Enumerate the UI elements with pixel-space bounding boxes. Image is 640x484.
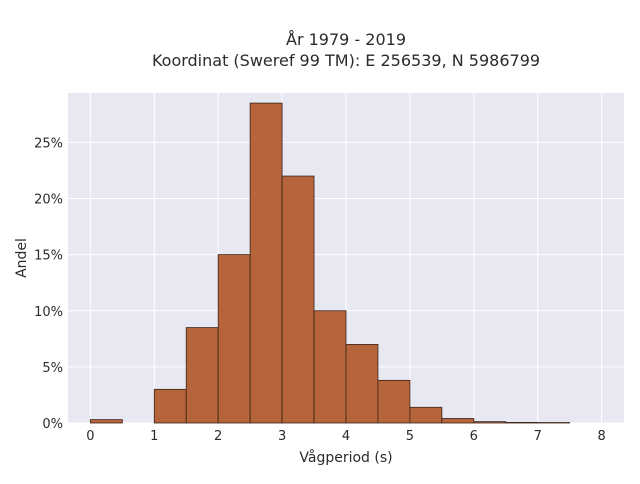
x-tick-label: 2 — [214, 429, 222, 444]
histogram-bar — [154, 389, 186, 423]
histogram-bar — [378, 380, 410, 423]
y-tick-label: 20% — [34, 193, 63, 208]
x-axis-label: Vågperiod (s) — [299, 449, 392, 466]
chart-title-line1: År 1979 - 2019 — [286, 30, 406, 49]
x-axis-ticks: 0 1 2 3 4 5 6 7 8 — [86, 429, 606, 444]
y-tick-label: 25% — [34, 136, 63, 151]
y-tick-label: 10% — [34, 305, 63, 320]
y-axis-ticks: 0% 5% 10% 15% 20% 25% — [34, 136, 63, 432]
y-tick-label: 5% — [42, 361, 63, 376]
x-tick-label: 1 — [150, 429, 158, 444]
y-tick-label: 0% — [42, 417, 63, 432]
x-tick-label: 6 — [470, 429, 478, 444]
x-tick-label: 8 — [597, 429, 605, 444]
chart-title-line2: Koordinat (Sweref 99 TM): E 256539, N 59… — [152, 51, 540, 70]
y-tick-label: 15% — [34, 249, 63, 264]
histogram-bar — [186, 328, 218, 423]
histogram-bar — [442, 419, 474, 423]
y-axis-label: Andel — [14, 238, 30, 278]
x-tick-label: 7 — [534, 429, 542, 444]
histogram-bar — [506, 422, 538, 423]
histogram-bar — [282, 176, 314, 423]
histogram-bar — [346, 344, 378, 423]
x-tick-label: 0 — [86, 429, 94, 444]
histogram-bar — [90, 420, 122, 423]
x-tick-label: 5 — [406, 429, 414, 444]
histogram-bar — [218, 255, 250, 423]
histogram-bar — [250, 103, 282, 423]
histogram-bar — [474, 422, 506, 423]
x-tick-label: 3 — [278, 429, 286, 444]
histogram-bar — [314, 311, 346, 423]
histogram-bar — [410, 407, 442, 423]
x-tick-label: 4 — [342, 429, 350, 444]
